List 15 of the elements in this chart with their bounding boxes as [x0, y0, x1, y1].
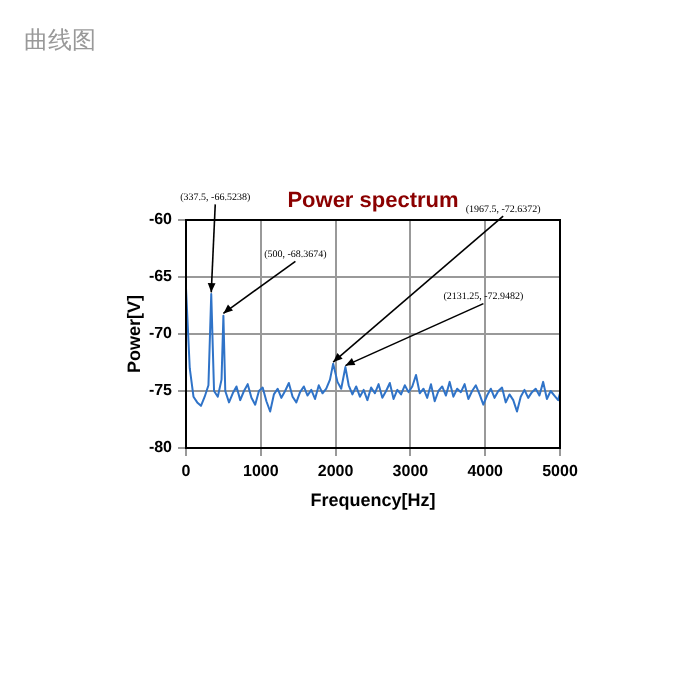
y-tick-label: -75 — [148, 381, 174, 400]
y-tick-label: -80 — [148, 438, 174, 457]
y-axis-title: Power[V] — [123, 294, 144, 374]
x-tick-label: 1000 — [243, 462, 280, 481]
x-tick-label: 5000 — [542, 462, 579, 481]
x-tick-label: 4000 — [467, 462, 505, 481]
y-tick-label: -70 — [148, 324, 174, 343]
y-tick-label: -65 — [148, 267, 174, 286]
x-tick-label: 2000 — [317, 462, 355, 481]
x-axis-title: Frequency[Hz] — [310, 490, 436, 511]
chart-title: Power spectrum — [287, 189, 460, 214]
x-tick-label: 0 — [181, 462, 192, 481]
chart-subtitle: 曲线图 — [24, 24, 96, 58]
y-tick-label: -60 — [148, 210, 174, 229]
x-tick-label: 3000 — [392, 462, 430, 481]
